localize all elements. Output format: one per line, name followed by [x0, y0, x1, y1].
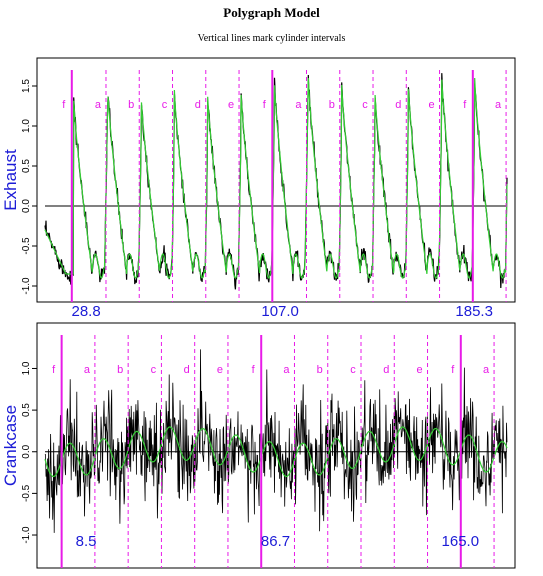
crankcase-cylinder-label: b	[317, 364, 323, 376]
crankcase-cylinder-label: e	[416, 364, 422, 376]
exhaust-fit-series-line	[44, 77, 508, 279]
exhaust-cylinder-label: f	[263, 99, 267, 111]
crankcase-cylinder-label: a	[283, 364, 290, 376]
crankcase-cylinder-label: f	[451, 364, 455, 376]
exhaust-cylinder-label: a	[295, 99, 302, 111]
exhaust-cylinder-label: e	[428, 99, 434, 111]
crankcase-plot-frame	[36, 322, 516, 569]
crankcase-ytick-label: 0.5	[21, 403, 32, 417]
exhaust-ytick-label: -0.5	[21, 237, 32, 255]
crankcase-time-label: 86.7	[261, 533, 290, 550]
crankcase-ytick-label: 1.0	[21, 361, 32, 375]
exhaust-cylinder-label: a	[95, 99, 102, 111]
exhaust-cylinder-label: f	[463, 99, 467, 111]
exhaust-cylinder-label: d	[395, 99, 401, 111]
exhaust-cylinder-label: d	[195, 99, 201, 111]
crankcase-cylinder-label: e	[217, 364, 223, 376]
exhaust-ytick-label: 0.5	[21, 159, 32, 173]
exhaust-cylinder-label: a	[495, 99, 502, 111]
exhaust-time-label: 185.3	[455, 303, 493, 320]
crankcase-cylinder-label: c	[350, 364, 356, 376]
crankcase-cylinder-label: a	[84, 364, 91, 376]
crankcase-cylinder-label: d	[383, 364, 389, 376]
crankcase-cylinder-label: c	[151, 364, 157, 376]
exhaust-cylinder-label: e	[228, 99, 234, 111]
crankcase-cylinder-label: f	[252, 364, 256, 376]
chart-title: Polygraph Model	[223, 5, 320, 20]
crankcase-time-label: 165.0	[442, 533, 480, 550]
exhaust-plot-frame	[36, 57, 516, 303]
exhaust-ytick-label: 1.0	[21, 119, 32, 133]
crankcase-ytick-label: -1.0	[21, 526, 32, 544]
exhaust-ytick-label: 1.5	[21, 79, 32, 93]
crankcase-cylinder-label: f	[52, 364, 56, 376]
crankcase-raw-series-line	[44, 349, 508, 542]
exhaust-cylinder-label: b	[128, 99, 134, 111]
crankcase-fit-series-line	[44, 426, 508, 478]
exhaust-cylinder-label: b	[329, 99, 335, 111]
exhaust-ytick-label: 0.0	[21, 199, 32, 213]
chart-subtitle: Vertical lines mark cylinder intervals	[197, 33, 346, 44]
crankcase-cylinder-label: a	[483, 364, 490, 376]
crankcase-ytick-label: 0.0	[21, 444, 32, 458]
crankcase-cylinder-label: d	[184, 364, 190, 376]
exhaust-cylinder-label: c	[162, 99, 168, 111]
crankcase-ytick-label: -0.5	[21, 484, 32, 502]
exhaust-cylinder-label: f	[62, 99, 66, 111]
exhaust-cylinder-label: c	[362, 99, 368, 111]
crankcase-time-label: 8.5	[76, 533, 97, 550]
exhaust-time-label: 28.8	[71, 303, 100, 320]
exhaust-ytick-label: -1.0	[21, 277, 32, 295]
exhaust-time-label: 107.0	[261, 303, 299, 320]
exhaust-ylabel: Exhaust	[1, 149, 20, 211]
crankcase-cylinder-label: b	[117, 364, 123, 376]
crankcase-ylabel: Crankcase	[1, 405, 20, 486]
